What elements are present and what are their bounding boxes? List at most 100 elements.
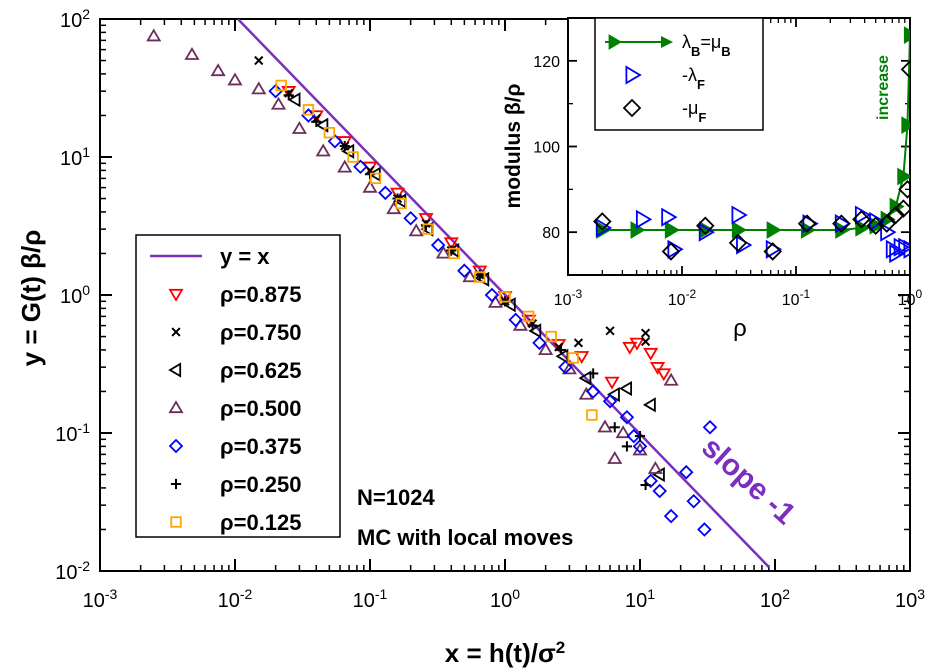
- inset-data-point: [854, 205, 872, 225]
- data-point: [621, 441, 633, 452]
- inset-data-point: [635, 209, 653, 229]
- data-point: [337, 159, 353, 173]
- data-point: [474, 271, 486, 283]
- data-point: [251, 81, 267, 95]
- main-y-tick-label: 10-2: [55, 558, 90, 584]
- inset-data-point: [889, 244, 906, 264]
- data-point: [619, 410, 635, 425]
- data-point: [663, 508, 679, 524]
- data-point: [604, 376, 620, 390]
- main-x-tick-label: 103: [895, 586, 925, 612]
- inset-data-point: [698, 222, 716, 242]
- main-x-axis-title: x = h(t)/σ2: [445, 638, 565, 669]
- data-point: [446, 245, 457, 256]
- inset-data-point: [898, 180, 910, 199]
- main-y-tick-label: 102: [60, 6, 90, 32]
- inset-data-point: [797, 214, 817, 233]
- data-point: [588, 368, 599, 379]
- inset-data-point: [894, 199, 910, 218]
- data-point: [347, 151, 359, 163]
- inset-data-point: [900, 60, 910, 79]
- main-legend-box: [135, 234, 341, 538]
- data-point: [652, 483, 668, 499]
- main-x-tick-label: 10-1: [353, 586, 388, 612]
- data-point: [527, 320, 538, 331]
- inset-data-point: [593, 212, 612, 231]
- inset-y-axis-title: modulus β/ρ: [502, 84, 525, 209]
- data-point: [499, 291, 511, 303]
- data-point: [327, 134, 343, 149]
- data-point: [227, 72, 243, 86]
- inset-data-point: [893, 237, 910, 257]
- data-point: [558, 359, 573, 375]
- inset-data-point: [903, 26, 910, 45]
- inset-tick-labels: 10-3 10-2 10-1 100 80 100 120: [533, 54, 922, 309]
- reference-line-y-equals-x: [236, 19, 770, 568]
- slope-annotation: slope -1: [695, 431, 801, 531]
- increase-annotation: increase: [875, 55, 892, 120]
- data-point: [184, 47, 200, 60]
- main-y-tick-label: 100: [60, 282, 90, 308]
- data-point: [602, 393, 618, 409]
- inset-data-point: [866, 216, 885, 236]
- data-point: [532, 335, 547, 351]
- inset-legend-marker: [622, 98, 642, 118]
- data-point: [606, 386, 620, 403]
- main-x-tick-label: 10-3: [83, 586, 118, 612]
- legend-marker: [168, 438, 184, 454]
- data-point: [647, 461, 663, 474]
- main-x-tick-label: 101: [625, 586, 655, 612]
- inset-x-tick-label: 10-1: [782, 287, 811, 309]
- legend-label: ρ=0.375: [220, 434, 302, 459]
- data-point: [640, 336, 651, 347]
- inset-x-tick-label: 10-2: [668, 287, 697, 309]
- data-point: [457, 263, 472, 278]
- inset-legend-marker: [608, 34, 622, 50]
- data-point: [686, 494, 701, 509]
- data-point: [656, 368, 672, 382]
- legend-label: ρ=0.250: [220, 472, 302, 497]
- inset-data-point: [661, 242, 681, 261]
- main-x-tick-label: 100: [490, 586, 520, 612]
- data-point: [619, 380, 633, 397]
- data-point: [578, 370, 592, 386]
- inset-data-point: [763, 242, 783, 261]
- inset-data-point: [728, 233, 748, 253]
- legend-marker: [168, 362, 182, 378]
- data-point: [629, 337, 645, 351]
- data-point: [323, 126, 336, 139]
- annotation-n: N=1024: [357, 485, 435, 510]
- inset-y-tick-label: 100: [533, 140, 560, 157]
- data-point: [573, 338, 584, 348]
- legend-marker: [170, 516, 182, 528]
- inset-legend-label: -λF: [682, 65, 705, 92]
- data-point: [651, 466, 665, 483]
- annotation-mc: MC with local moves: [357, 525, 573, 550]
- inset-legend-arrowhead: [661, 36, 673, 48]
- data-point: [315, 143, 331, 157]
- data-point: [586, 409, 598, 421]
- inset-data-point: [897, 167, 910, 186]
- inset-legend-label: λB=μB: [682, 32, 731, 59]
- main-y-axis-title: y = G(t) β/ρ: [16, 230, 46, 367]
- data-point: [663, 372, 679, 386]
- inset-data-point: [695, 216, 715, 236]
- main-y-tick-label: 10-1: [55, 420, 90, 446]
- data-point: [634, 430, 646, 442]
- data-point: [650, 362, 666, 375]
- inset-y-tick-label: 80: [542, 225, 560, 242]
- data-point: [315, 117, 329, 133]
- data-point: [389, 187, 406, 201]
- data-point: [362, 179, 378, 193]
- legend-marker: [168, 400, 184, 414]
- inset-data-point: [877, 214, 897, 233]
- data-point: [435, 245, 452, 259]
- data-point: [443, 237, 459, 251]
- data-point: [408, 223, 424, 237]
- inset-data-point: [869, 211, 886, 232]
- data-point: [567, 352, 579, 364]
- inset-data-point: [880, 222, 897, 242]
- data-point: [302, 104, 315, 116]
- data-point: [369, 172, 382, 185]
